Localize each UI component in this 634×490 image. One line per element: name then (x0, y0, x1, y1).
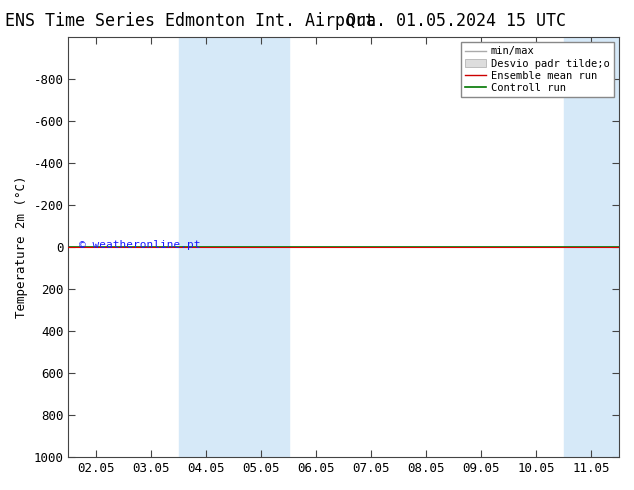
Y-axis label: Temperature 2m (°C): Temperature 2m (°C) (15, 176, 28, 318)
Legend: min/max, Desvio padr tilde;o, Ensemble mean run, Controll run: min/max, Desvio padr tilde;o, Ensemble m… (461, 42, 614, 97)
Text: Qua. 01.05.2024 15 UTC: Qua. 01.05.2024 15 UTC (346, 12, 567, 30)
Text: © weatheronline.pt: © weatheronline.pt (79, 240, 201, 250)
Bar (179, 37, 288, 457)
Bar (564, 37, 619, 457)
Text: ENS Time Series Edmonton Int. Airport: ENS Time Series Edmonton Int. Airport (5, 12, 375, 30)
